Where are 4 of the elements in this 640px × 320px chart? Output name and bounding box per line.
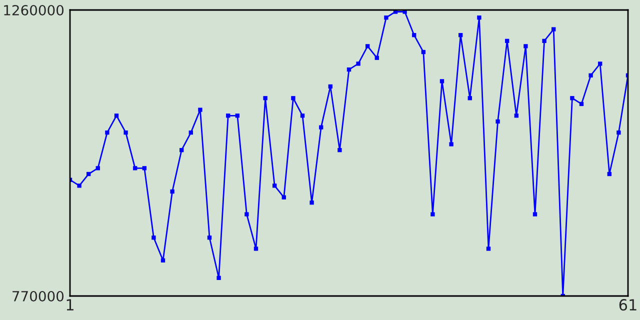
x-tick-label: 61	[619, 299, 636, 311]
x-tick-label: 1	[66, 299, 74, 310]
y-tick-label: 770000	[12, 290, 64, 302]
y-tick-label: 1260000	[4, 4, 64, 16]
